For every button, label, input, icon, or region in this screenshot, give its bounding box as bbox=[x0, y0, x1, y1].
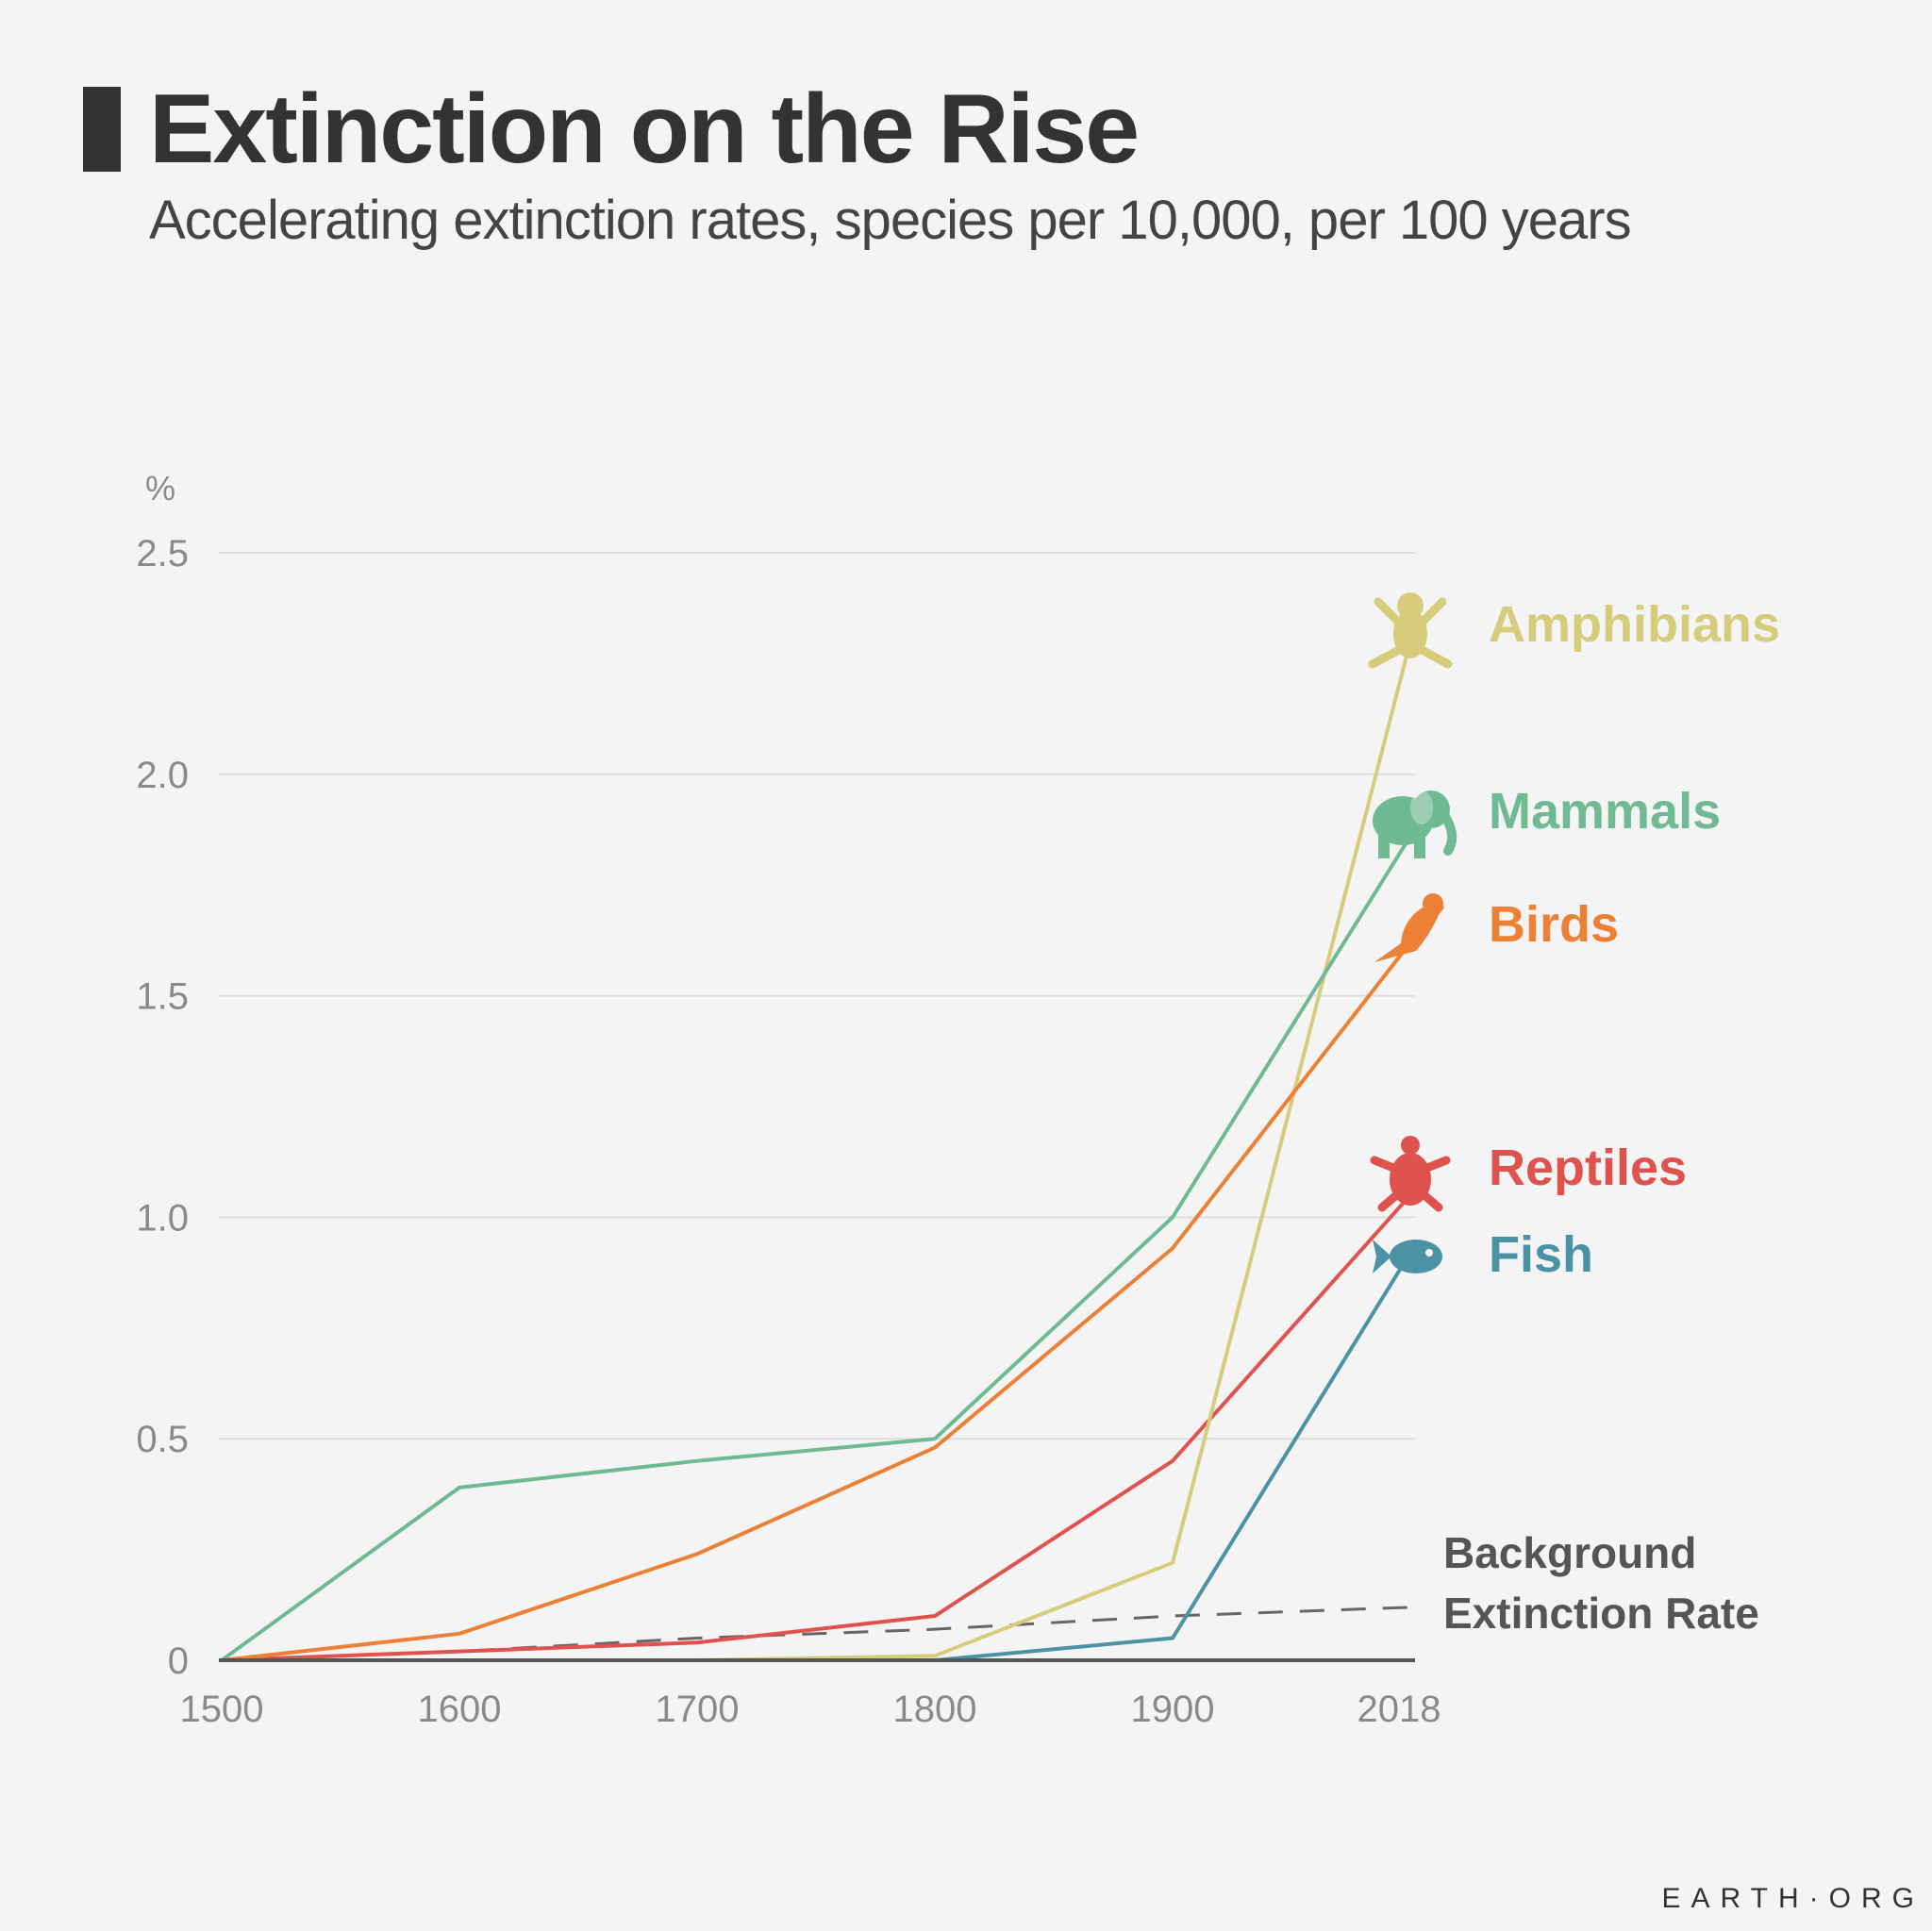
y-tick-label: 2.5 bbox=[136, 533, 189, 574]
y-tick-label: 0.5 bbox=[136, 1419, 189, 1460]
brand-footer: EARTH·ORG bbox=[1661, 1883, 1924, 1914]
x-tick-label: 1600 bbox=[418, 1689, 502, 1730]
series-line-fish bbox=[222, 1251, 1412, 1662]
x-tick-label: 1700 bbox=[656, 1689, 740, 1730]
y-tick-label: 1.0 bbox=[136, 1197, 189, 1239]
fish-icon bbox=[1373, 1240, 1442, 1273]
series-line-mammals bbox=[220, 835, 1412, 1662]
page-title: Extinction on the Rise bbox=[149, 75, 1140, 184]
series-line-reptiles bbox=[221, 1193, 1412, 1662]
x-tick-label: 1500 bbox=[180, 1689, 264, 1730]
background-rate-line bbox=[221, 1606, 1416, 1662]
series-label-reptiles: Reptiles bbox=[1489, 1140, 1687, 1196]
elephant-icon bbox=[1373, 791, 1457, 858]
y-tick-label: 0 bbox=[168, 1640, 189, 1682]
y-axis-label: % bbox=[145, 469, 175, 508]
series-label-fish: Fish bbox=[1489, 1226, 1593, 1283]
background-rate-label: Extinction Rate bbox=[1443, 1589, 1759, 1638]
turtle-icon bbox=[1370, 1136, 1451, 1212]
series-line-amphibians bbox=[222, 641, 1412, 1662]
series-line-birds bbox=[221, 941, 1412, 1662]
page-subtitle: Accelerating extinction rates, species p… bbox=[149, 190, 1632, 251]
frog-icon bbox=[1368, 592, 1453, 669]
bird-icon bbox=[1374, 893, 1444, 962]
series-label-birds: Birds bbox=[1489, 896, 1619, 953]
series-label-mammals: Mammals bbox=[1489, 783, 1721, 840]
x-tick-label: 2018 bbox=[1357, 1689, 1441, 1730]
series-label-amphibians: Amphibians bbox=[1489, 596, 1780, 653]
background-rate-label: Background bbox=[1443, 1528, 1696, 1577]
x-tick-label: 1800 bbox=[893, 1689, 977, 1730]
x-tick-label: 1900 bbox=[1131, 1689, 1215, 1730]
title-accent-bar bbox=[83, 87, 121, 172]
y-tick-label: 1.5 bbox=[136, 976, 189, 1018]
y-tick-label: 2.0 bbox=[136, 755, 189, 796]
